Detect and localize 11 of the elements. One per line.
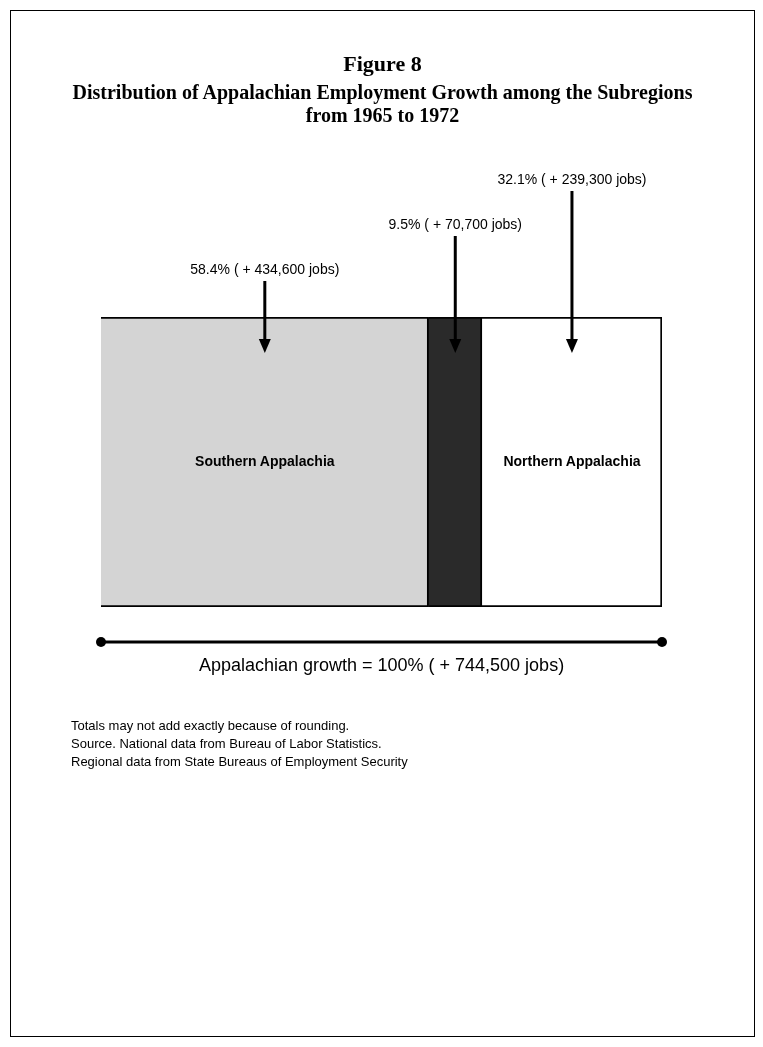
text: Totals may not add exactly because of rounding. [71, 717, 351, 735]
total-label: Appalachian growth = 100% ( + 744,500 jobs) [198, 654, 565, 675]
chart-title: Figure 8 [342, 51, 423, 77]
source-note: Source. National data from Bureau of Labor Statistics. [71, 735, 383, 754]
chart-subtitle: Distribution of Appalachian Employment Growth among the Subregions from 1965 to 1972 [71, 81, 694, 127]
data-label: 9.5% ( + 70,700 jobs) [388, 215, 523, 232]
text: Regional data from State Bureaus of Employment Security [71, 753, 409, 772]
data-label: 32.1% ( + 239,300 jobs) [497, 170, 647, 187]
data-label: 58.4% ( + 434,600 jobs) [190, 260, 340, 277]
series-label: Northern Appalachia [503, 452, 641, 469]
series-label: Southern Appalachia [195, 452, 335, 469]
